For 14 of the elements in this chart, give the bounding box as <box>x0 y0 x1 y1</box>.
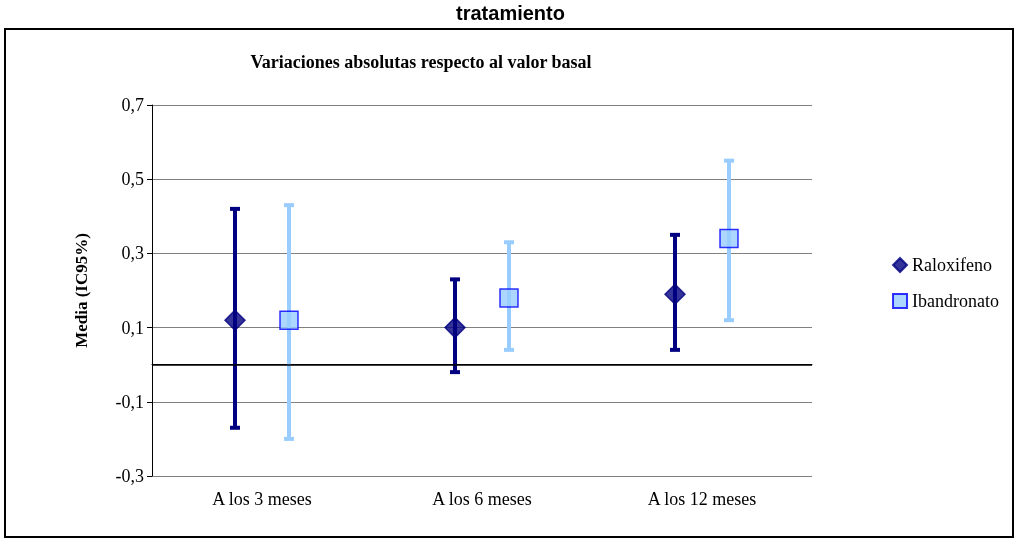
legend-label: Raloxifeno <box>912 255 993 275</box>
y-tick-label: 0,3 <box>121 243 144 264</box>
x-tick-label: A los 3 meses <box>212 489 312 509</box>
y-axis-title: Media (IC95%) <box>72 233 91 348</box>
y-tick-label: -0,3 <box>115 466 144 486</box>
y-tick-label: 0,5 <box>121 169 144 190</box>
y-tick-label: -0,1 <box>115 391 144 412</box>
chart-subtitle: Variaciones absolutas respecto al valor basal <box>250 52 592 72</box>
y-tick-label: 0,1 <box>121 317 144 338</box>
x-tick-label: A los 12 meses <box>647 489 757 509</box>
legend-label: Ibandronato <box>912 291 999 311</box>
x-tick-label: A los 6 meses <box>432 489 532 509</box>
chart-title: tratamiento <box>455 2 566 25</box>
y-tick-label: 0,7 <box>121 95 144 115</box>
